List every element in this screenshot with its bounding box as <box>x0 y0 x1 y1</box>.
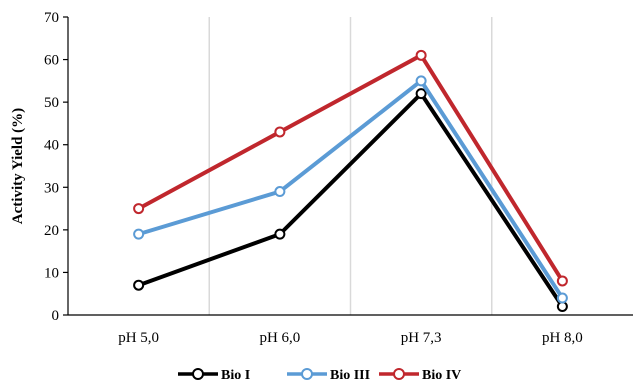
data-point <box>415 49 427 61</box>
x-tick-labels: pH 5,0 pH 6,0 pH 7,3 pH 8,0 <box>118 330 583 346</box>
y-tick-label: 10 <box>44 265 59 281</box>
y-tick-label: 20 <box>44 223 59 239</box>
legend-marker <box>393 368 405 380</box>
y-tick-label: 30 <box>44 180 59 196</box>
data-point <box>274 126 286 138</box>
data-point <box>133 228 145 240</box>
series-line <box>137 53 565 283</box>
legend-marker <box>192 368 204 380</box>
legend-item: Bio I <box>178 368 250 383</box>
legend-item: Bio IV <box>379 368 461 383</box>
axes <box>67 17 633 316</box>
y-tick-labels: 0 10 20 30 40 50 60 70 <box>44 10 68 324</box>
data-point <box>415 75 427 87</box>
y-tick-label: 50 <box>44 95 59 111</box>
series-bio-iv <box>133 49 568 287</box>
data-point <box>556 275 568 287</box>
x-tick-label: pH 5,0 <box>118 330 159 346</box>
legend-label: Bio III <box>330 368 370 383</box>
data-point <box>133 203 145 215</box>
data-point <box>274 228 286 240</box>
legend-label: Bio IV <box>422 368 461 383</box>
y-tick-label: 40 <box>44 138 59 154</box>
x-tick-label: pH 7,3 <box>401 330 442 346</box>
y-tick-label: 70 <box>44 10 59 26</box>
x-tick-label: pH 8,0 <box>542 330 583 346</box>
x-tick-label: pH 6,0 <box>259 330 300 346</box>
series-group <box>133 49 568 312</box>
data-point <box>274 186 286 198</box>
legend-item: Bio III <box>287 368 370 383</box>
series-bio-iii <box>133 75 568 304</box>
y-tick-label: 60 <box>44 53 59 69</box>
legend: Bio I Bio III Bio IV <box>178 368 461 383</box>
series-bio-i <box>133 88 568 312</box>
legend-marker <box>301 368 313 380</box>
legend-label: Bio I <box>221 368 250 383</box>
series-line <box>137 91 565 308</box>
y-tick-label: 0 <box>52 308 60 324</box>
data-point <box>415 88 427 100</box>
data-point <box>133 279 145 291</box>
series-line <box>138 78 565 300</box>
data-point <box>556 292 568 304</box>
y-axis-title: Activity Yield (%) <box>10 108 26 224</box>
